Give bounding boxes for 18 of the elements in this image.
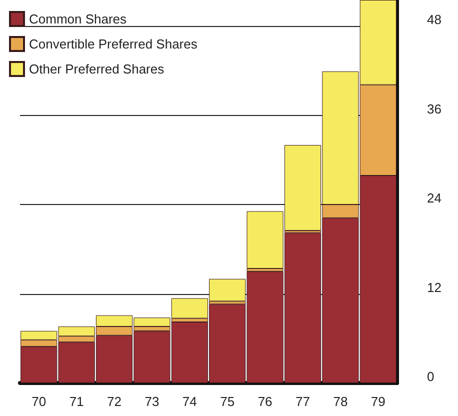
x-tick-label: 74 bbox=[182, 394, 197, 409]
y-tick-label: 24 bbox=[427, 190, 442, 206]
y-tick-label: 0 bbox=[427, 369, 434, 384]
legend-label: Convertible Preferred Shares bbox=[29, 36, 198, 52]
x-tick-label: 76 bbox=[258, 394, 272, 409]
x-tick-label: 75 bbox=[220, 394, 235, 409]
x-tick-label: 72 bbox=[107, 394, 122, 409]
x-tick-label: 70 bbox=[32, 394, 46, 409]
y-tick-label: 36 bbox=[427, 101, 442, 116]
y-tick-label: 12 bbox=[427, 280, 442, 295]
x-tick-label: 73 bbox=[144, 394, 160, 409]
x-tick-label: 79 bbox=[370, 394, 386, 409]
x-tick-label: 71 bbox=[69, 394, 84, 409]
x-tick-label: 78 bbox=[333, 394, 348, 409]
legend-label: Other Preferred Shares bbox=[29, 62, 165, 76]
y-tick-label: 48 bbox=[427, 12, 442, 28]
legend-label: Common Shares bbox=[29, 12, 128, 26]
x-tick-label: 77 bbox=[296, 394, 310, 409]
